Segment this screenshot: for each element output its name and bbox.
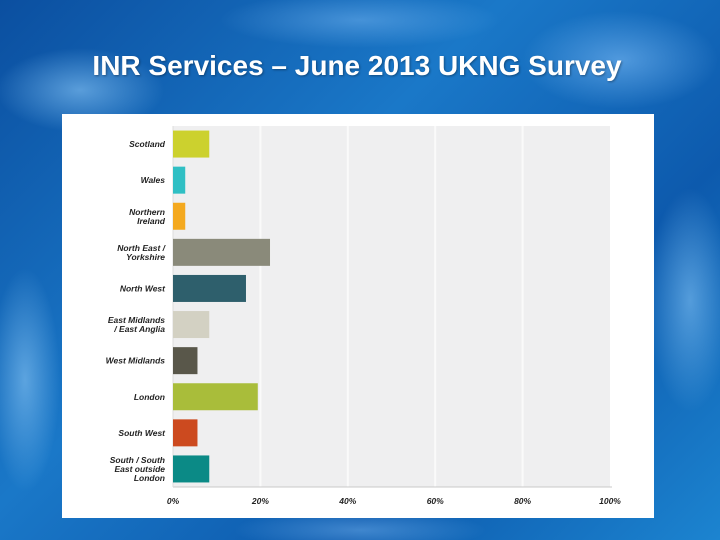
category-label: London	[134, 473, 165, 483]
category-label: Scotland	[129, 139, 166, 149]
bar-chart: 0% 20% 40% 60% 80% 100% Scotland Wales NorthernI…	[106, 126, 621, 506]
category-label: East outside	[114, 464, 165, 474]
category-label: South West	[118, 428, 166, 438]
category-label: London	[134, 392, 165, 402]
bar	[173, 202, 186, 230]
bar	[173, 383, 258, 411]
bar	[173, 347, 198, 375]
bar	[173, 419, 198, 447]
slide-title: INR Services – June 2013 UKNG Survey	[92, 50, 622, 81]
bar	[173, 130, 210, 158]
plot-area	[173, 126, 610, 487]
x-tick-label: 80%	[514, 496, 531, 506]
category-label: North West	[120, 283, 166, 293]
category-label: East Midlands	[108, 315, 165, 325]
x-tick-label: 60%	[427, 496, 444, 506]
x-tick-label: 20%	[251, 496, 269, 506]
bar	[173, 311, 210, 339]
x-tick-label: 100%	[599, 496, 621, 506]
bar	[173, 274, 246, 302]
x-tick-label: 0%	[167, 496, 180, 506]
category-label: North East /	[117, 243, 166, 253]
bar	[173, 455, 210, 483]
bar	[173, 238, 271, 266]
category-label: / East Anglia	[113, 324, 165, 334]
category-label: Northern	[129, 207, 165, 217]
category-label: West Midlands	[106, 356, 166, 366]
category-label: Yorkshire	[126, 252, 165, 262]
category-label: Ireland	[137, 216, 166, 226]
x-tick-label: 40%	[338, 496, 356, 506]
category-label: South / South	[110, 455, 165, 465]
bar	[173, 166, 186, 194]
chart-panel: 0% 20% 40% 60% 80% 100% Scotland Wales Northern I…	[62, 114, 654, 518]
category-label: Wales	[141, 175, 166, 185]
